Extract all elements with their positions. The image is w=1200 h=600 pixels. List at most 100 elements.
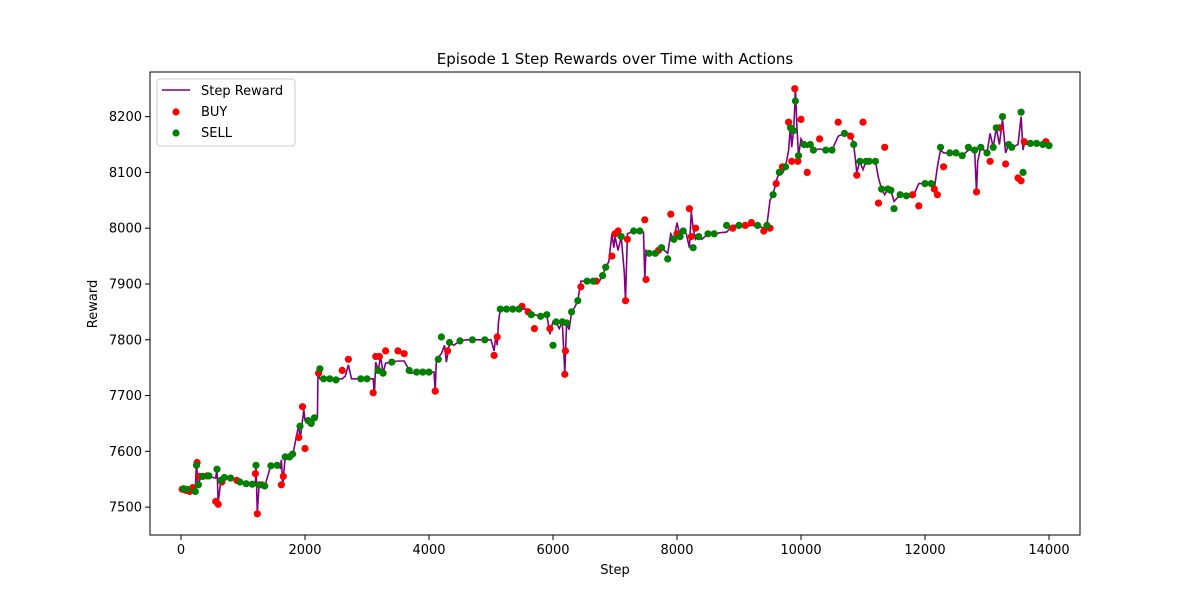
sell-point-70 [676, 233, 684, 241]
buy-point-65 [803, 168, 811, 176]
buy-point-26 [394, 347, 402, 355]
sell-point-58 [583, 277, 591, 285]
buy-point-77 [940, 163, 948, 171]
buy-point-84 [1020, 138, 1028, 146]
sell-point-45 [496, 305, 504, 313]
sell-point-110 [964, 143, 973, 151]
sell-point-62 [617, 233, 625, 241]
y-tick-label-7700: 7700 [109, 389, 142, 404]
sell-point-38 [425, 368, 433, 376]
sell-point-111 [971, 146, 979, 154]
sell-point-87 [800, 140, 808, 149]
sell-point-103 [902, 192, 911, 200]
buy-point-64 [797, 115, 805, 123]
buy-point-60 [785, 118, 793, 126]
y-tick-label-8200: 8200 [109, 110, 142, 125]
sell-point-97 [871, 157, 880, 165]
sell-point-78 [754, 221, 762, 229]
sell-point-30 [357, 375, 365, 383]
sell-point-104 [921, 180, 929, 188]
x-tick-label-12000: 12000 [904, 543, 945, 558]
sell-point-81 [775, 168, 783, 176]
sell-point-53 [552, 318, 560, 326]
sell-point-94 [856, 157, 864, 165]
sell-point-122 [1033, 139, 1041, 147]
buy-point-20 [338, 366, 346, 374]
sell-point-68 [664, 255, 672, 263]
sell-point-61 [602, 263, 610, 271]
legend-box [156, 78, 296, 147]
buy-point-30 [490, 351, 498, 359]
sell-point-42 [456, 337, 464, 345]
sell-point-4 [194, 481, 202, 489]
buy-point-76 [933, 191, 942, 199]
buy-point-62 [791, 85, 799, 93]
sell-point-59 [589, 277, 597, 285]
sell-point-86 [794, 152, 803, 160]
x-axis-label: Step [600, 563, 630, 578]
sell-point-123 [1039, 140, 1047, 149]
sell-point-107 [946, 149, 954, 157]
sell-point-39 [434, 355, 442, 363]
buy-point-56 [760, 227, 768, 235]
sell-point-108 [952, 149, 960, 157]
sell-point-1 [183, 485, 191, 493]
sell-point-47 [509, 305, 517, 313]
buy-point-71 [874, 199, 883, 207]
buy-point-31 [493, 333, 501, 341]
buy-point-48 [667, 210, 675, 218]
buy-point-45 [641, 216, 649, 224]
buy-point-79 [986, 157, 994, 165]
sell-point-75 [710, 230, 718, 238]
buy-point-12 [253, 510, 261, 518]
sell-point-98 [878, 185, 886, 193]
sell-point-49 [527, 311, 535, 319]
sell-point-88 [806, 140, 814, 149]
sell-point-73 [695, 233, 703, 241]
sell-point-2 [191, 487, 199, 496]
sell-point-51 [543, 311, 551, 319]
sell-point-79 [763, 221, 771, 229]
sell-point-5 [199, 472, 207, 480]
buy-point-53 [729, 224, 737, 232]
sell-point-67 [657, 244, 666, 252]
sell-point-96 [865, 157, 873, 165]
buy-point-38 [577, 283, 585, 291]
sell-point-102 [896, 191, 904, 199]
sell-point-18 [273, 461, 281, 469]
sell-point-17 [267, 462, 275, 470]
sell-point-11 [236, 478, 244, 486]
sell-point-16 [261, 482, 269, 490]
sell-point-115 [992, 124, 1000, 132]
buy-point-18 [301, 444, 309, 453]
buy-point-55 [747, 219, 756, 227]
buy-point-40 [608, 252, 616, 260]
sell-point-63 [630, 227, 638, 235]
sell-point-28 [326, 375, 334, 383]
buy-point-27 [400, 350, 408, 358]
legend-sell-swatch [172, 129, 180, 137]
y-tick-label-7600: 7600 [109, 445, 142, 460]
x-tick-label-8000: 8000 [660, 543, 693, 558]
buy-point-61 [788, 157, 796, 165]
legend-buy-swatch [172, 108, 180, 116]
buy-point-63 [794, 157, 802, 165]
sell-point-6 [205, 472, 213, 480]
buy-point-69 [853, 171, 861, 179]
sell-point-35 [405, 366, 413, 374]
sell-point-100 [887, 186, 895, 194]
x-axis: 0 2000 4000 6000 8000 10000 12000 14000 [177, 535, 1070, 558]
sell-point-90 [822, 146, 830, 154]
sell-point-27 [320, 375, 328, 383]
sell-point-72 [689, 244, 697, 252]
sell-point-34 [388, 358, 396, 366]
sell-point-41 [445, 338, 454, 347]
sell-point-22 [296, 422, 304, 430]
sell-point-21 [289, 450, 297, 458]
sell-point-57 [574, 297, 582, 305]
sell-point-76 [723, 221, 731, 229]
buy-point-75 [930, 185, 938, 193]
y-axis-label: Reward [86, 280, 101, 328]
sell-point-36 [413, 368, 421, 376]
